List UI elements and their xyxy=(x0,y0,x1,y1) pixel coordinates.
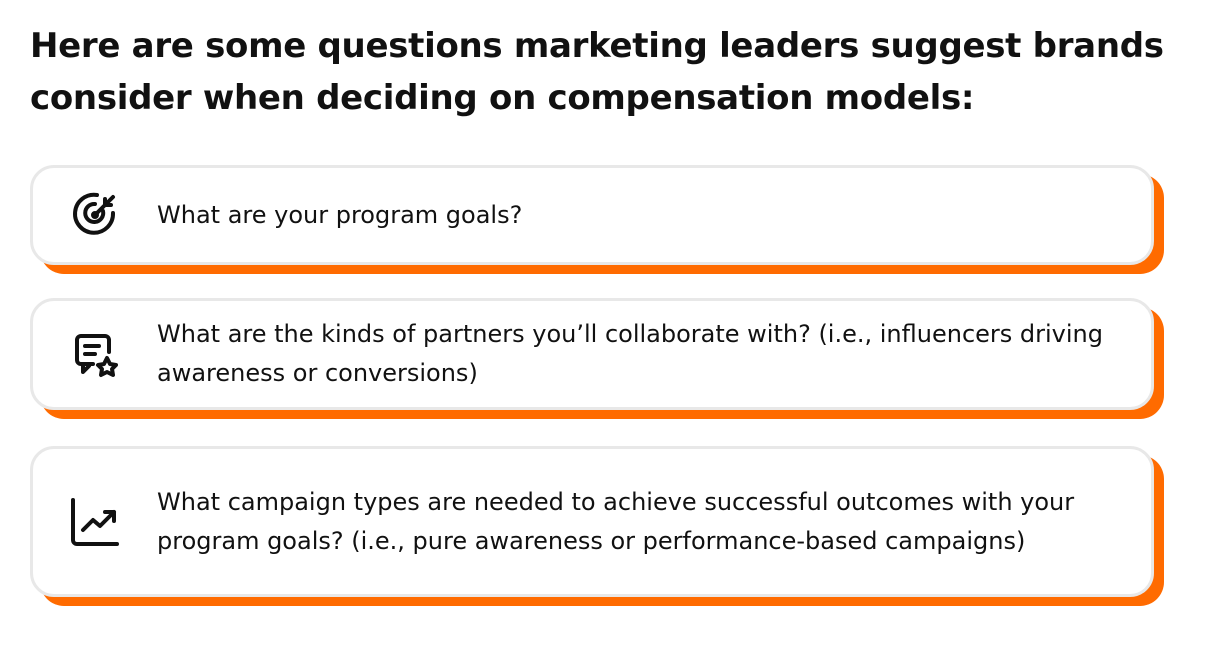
question-card: What campaign types are needed to achiev… xyxy=(30,446,1154,597)
target-arrow-icon xyxy=(73,192,116,235)
page-title: Here are some questions marketing leader… xyxy=(30,26,1164,118)
question-text: What campaign types are needed to achiev… xyxy=(157,487,1075,555)
question-card: What are the kinds of partners you’ll co… xyxy=(30,298,1154,410)
message-star-icon xyxy=(75,334,118,377)
question-text: What are your program goals? xyxy=(157,200,523,229)
question-card: What are your program goals? xyxy=(30,165,1154,265)
question-text: What are the kinds of partners you’ll co… xyxy=(157,320,1103,387)
trending-up-chart-icon xyxy=(71,497,119,546)
